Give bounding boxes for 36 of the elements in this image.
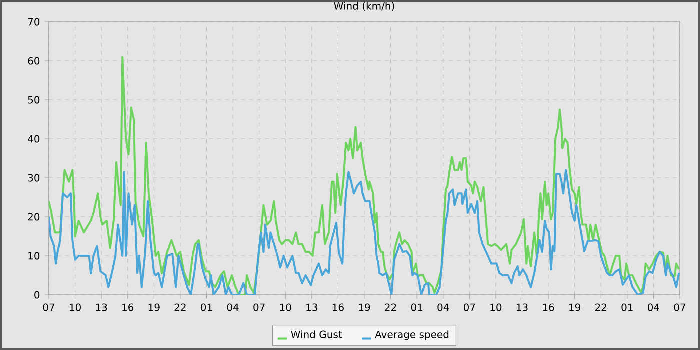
x-tick-label: 07 (464, 304, 476, 312)
y-tick-label: 40 (28, 135, 40, 143)
x-tick-label: 04 (438, 304, 450, 312)
y-tick-label: 50 (28, 96, 40, 104)
x-tick-label: 16 (122, 304, 134, 312)
x-tick-label: 10 (70, 304, 81, 312)
x-tick-label: 10 (280, 304, 292, 312)
x-tick-label: 13 (96, 304, 108, 312)
x-tick-label: 19 (148, 304, 160, 312)
x-tick-label: 01 (201, 304, 212, 312)
x-tick-label: 22 (174, 304, 186, 312)
legend-label: Average speed (375, 330, 449, 340)
x-tick-label: 10 (490, 304, 502, 312)
x-tick-label: 04 (227, 304, 239, 312)
y-tick-label: 60 (28, 57, 40, 65)
y-tick-label: 10 (28, 252, 40, 260)
x-tick-label: 19 (359, 304, 370, 312)
chart-title: Wind (km/h) (334, 2, 394, 12)
x-tick-label: 13 (517, 304, 528, 312)
y-tick-label: 30 (28, 174, 40, 182)
x-tick-label: 22 (596, 304, 606, 312)
y-tick-label: 70 (28, 18, 40, 26)
y-tick-label: 20 (28, 213, 40, 221)
x-tick-label: 19 (570, 304, 580, 312)
x-tick-label: 13 (306, 304, 318, 312)
x-tick-label: 16 (332, 304, 344, 312)
legend-label: Wind Gust (291, 330, 342, 338)
x-tick-label: 16 (543, 304, 554, 312)
x-tick-label: 04 (648, 304, 660, 312)
x-tick-label: 22 (385, 304, 396, 312)
y-tick-label: 0 (34, 291, 40, 299)
x-tick-label: 07 (254, 304, 265, 312)
x-tick-label: 07 (43, 304, 54, 312)
x-tick-label: 01 (411, 304, 423, 312)
x-tick-label: 07 (674, 304, 686, 312)
x-tick-label: 01 (622, 304, 633, 312)
